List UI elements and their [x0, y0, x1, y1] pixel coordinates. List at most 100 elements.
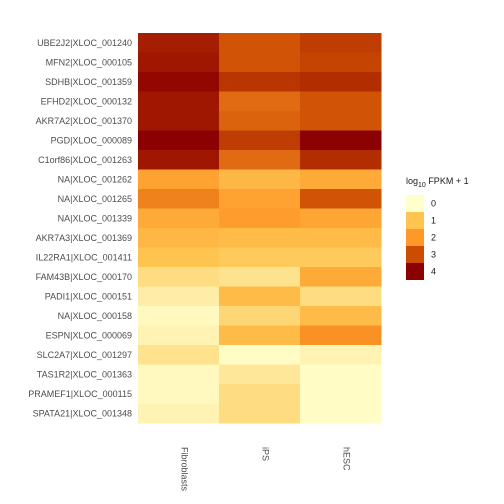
column-label: iPS — [261, 447, 271, 461]
legend-title: log10 FPKM + 1 — [406, 176, 469, 189]
heatmap-cell — [138, 111, 220, 131]
heatmap-cell — [300, 286, 382, 307]
heatmap-cell — [138, 208, 220, 229]
row-label: SLC2A7|XLOC_001297 — [37, 350, 132, 360]
heatmap-cell — [219, 325, 301, 346]
heatmap-cell — [300, 111, 382, 131]
heatmap-cell — [219, 345, 301, 365]
heatmap-cell — [300, 208, 382, 229]
legend-key — [406, 212, 424, 229]
heatmap-cell — [300, 52, 382, 73]
heatmap-cell — [219, 384, 301, 404]
heatmap-cell — [138, 384, 220, 404]
row-label: PRAMEF1|XLOC_000115 — [28, 389, 132, 399]
heatmap-cell — [219, 150, 301, 170]
legend-key — [406, 195, 424, 212]
heatmap-cell — [219, 247, 301, 268]
column-label: Fibroblasts — [180, 447, 190, 492]
heatmap-cell — [300, 325, 382, 346]
heatmap-cell — [219, 306, 301, 326]
heatmap-cell — [219, 169, 301, 190]
heatmap-cell — [138, 228, 220, 248]
legend-tick-label: 3 — [431, 250, 436, 260]
legend-key — [406, 229, 424, 246]
heatmap-cell — [138, 52, 220, 73]
heatmap-cell — [219, 364, 301, 385]
row-label: FAM43B|XLOC_000170 — [36, 272, 132, 282]
heatmap-cell — [219, 228, 301, 248]
heatmap-cell — [219, 403, 301, 424]
legend: log10 FPKM + 1 0 1 2 3 4 — [406, 176, 469, 280]
heatmap-cell — [219, 189, 301, 209]
heatmap-cell — [300, 91, 382, 112]
heatmap-cell — [138, 33, 220, 53]
heatmap-cell — [219, 286, 301, 307]
row-label: TAS1R2|XLOC_001363 — [37, 369, 132, 379]
row-label: EFHD2|XLOC_000132 — [41, 96, 132, 106]
heatmap-cell — [138, 267, 220, 287]
heatmap-cell — [138, 286, 220, 307]
legend-key — [406, 246, 424, 263]
row-label: NA|XLOC_001265 — [58, 194, 132, 204]
heatmap-cell — [138, 345, 220, 365]
row-label: MFN2|XLOC_000105 — [46, 57, 132, 67]
legend-title-rest: FPKM + 1 — [426, 176, 469, 186]
legend-tick-label: 2 — [431, 233, 436, 243]
heatmap-cell — [300, 345, 382, 365]
heatmap-cell — [300, 306, 382, 326]
heatmap-cell — [138, 189, 220, 209]
heatmap-cells — [138, 33, 382, 424]
heatmap-cell — [219, 208, 301, 229]
row-label: IL22RA1|XLOC_001411 — [36, 252, 132, 262]
heatmap-cell — [300, 403, 382, 424]
heatmap-cell — [138, 72, 220, 92]
row-label: AKR7A3|XLOC_001369 — [36, 233, 132, 243]
legend-title-sub: 10 — [418, 182, 426, 189]
row-label: SPATA21|XLOC_001348 — [33, 408, 132, 418]
legend-tick-label: 1 — [431, 216, 436, 226]
heatmap-cell — [219, 91, 301, 112]
row-label: C1orf86|XLOC_001263 — [38, 155, 132, 165]
row-label: UBE2J2|XLOC_001240 — [37, 38, 132, 48]
heatmap-cell — [138, 364, 220, 385]
row-label: NA|XLOC_001262 — [58, 174, 132, 184]
row-label: AKR7A2|XLOC_001370 — [36, 116, 132, 126]
legend-key — [406, 263, 424, 280]
heatmap-cell — [300, 384, 382, 404]
legend-tick-label: 0 — [431, 199, 436, 209]
row-label: NA|XLOC_001339 — [58, 213, 132, 223]
heatmap-cell — [219, 72, 301, 92]
heatmap-cell — [219, 111, 301, 131]
heatmap-cell — [300, 189, 382, 209]
heatmap-cell — [300, 169, 382, 190]
heatmap-cell — [300, 130, 382, 151]
column-labels: Fibroblasts iPS hESC — [180, 447, 352, 492]
heatmap-cell — [219, 130, 301, 151]
heatmap-cell — [300, 228, 382, 248]
heatmap-cell — [219, 52, 301, 73]
row-label: SDHB|XLOC_001359 — [45, 77, 132, 87]
heatmap-cell — [300, 72, 382, 92]
heatmap-cell — [219, 33, 301, 53]
column-label: hESC — [342, 447, 352, 471]
row-label: PADI1|XLOC_000151 — [45, 291, 132, 301]
legend-keys: 0 1 2 3 4 — [406, 195, 436, 280]
heatmap-cell — [300, 33, 382, 53]
row-labels: UBE2J2|XLOC_001240 MFN2|XLOC_000105 SDHB|X… — [28, 38, 132, 419]
heatmap-cell — [138, 306, 220, 326]
heatmap-cell — [300, 150, 382, 170]
heatmap-cell — [300, 364, 382, 385]
row-label: NA|XLOC_000158 — [58, 311, 132, 321]
legend-title-main: log — [406, 176, 418, 186]
heatmap-cell — [138, 150, 220, 170]
heatmap-cell — [219, 267, 301, 287]
heatmap-cell — [138, 403, 220, 424]
row-label: ESPN|XLOC_000069 — [46, 330, 132, 340]
heatmap-cell — [300, 247, 382, 268]
legend-tick-label: 4 — [431, 267, 436, 277]
row-label: PGD|XLOC_000089 — [51, 135, 132, 145]
heatmap-cell — [138, 325, 220, 346]
heatmap-cell — [138, 130, 220, 151]
heatmap-cell — [300, 267, 382, 287]
